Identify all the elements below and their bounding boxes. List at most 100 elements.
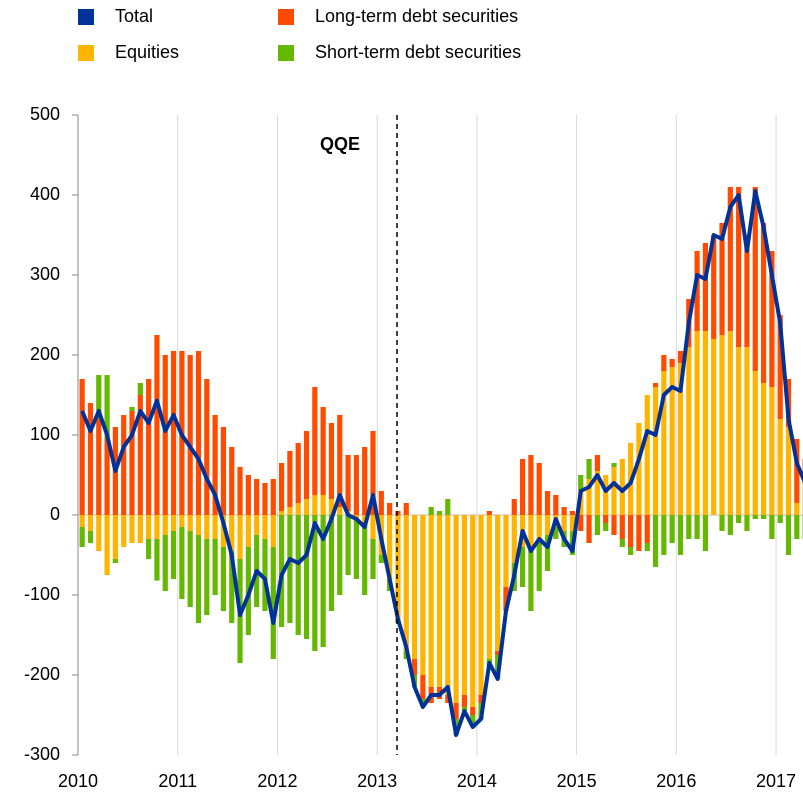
x-tick-label: 2011 (158, 771, 197, 791)
bar (652, 515, 659, 567)
bar (661, 355, 667, 371)
bar (561, 507, 567, 515)
bar (353, 455, 359, 515)
bar (711, 339, 717, 515)
bar (727, 187, 733, 331)
legend-swatch (278, 9, 294, 25)
bar (337, 507, 343, 515)
bar (179, 527, 185, 599)
bar (785, 515, 792, 555)
bar (378, 555, 384, 563)
bar (777, 419, 783, 515)
bar (445, 515, 451, 695)
bar (146, 539, 152, 559)
bar (686, 347, 692, 515)
bar (179, 515, 185, 527)
bar (486, 511, 492, 515)
bar (528, 547, 534, 611)
bar (628, 515, 634, 547)
bar (262, 483, 268, 515)
bar (146, 515, 152, 539)
bar (727, 331, 733, 515)
bar (121, 415, 127, 515)
bar (752, 515, 758, 519)
bar (677, 351, 684, 363)
bar (320, 515, 326, 647)
bar (312, 387, 318, 495)
bar (603, 475, 609, 515)
bar (561, 515, 567, 531)
bar (353, 519, 359, 579)
bar (87, 531, 94, 543)
bar (611, 463, 617, 467)
bar (262, 515, 268, 539)
bar (702, 515, 709, 551)
bar (237, 467, 243, 515)
bar (669, 359, 675, 367)
bar (744, 515, 750, 531)
bar (702, 243, 709, 331)
bar (195, 351, 202, 515)
bar (769, 387, 775, 515)
y-tick-label: 400 (30, 184, 60, 204)
bar (769, 251, 775, 387)
bar (744, 235, 750, 347)
bar (445, 695, 451, 703)
bar (495, 651, 501, 655)
bar (661, 515, 667, 555)
bar (536, 543, 542, 591)
bar (129, 411, 135, 515)
bar (586, 515, 592, 543)
y-tick-label: 0 (50, 504, 60, 524)
bar (636, 423, 642, 515)
bar (644, 395, 650, 515)
bar (154, 515, 160, 539)
bar (677, 363, 684, 515)
bar (378, 491, 384, 515)
bar (619, 539, 625, 547)
bar (79, 515, 85, 527)
bar (195, 535, 202, 623)
total-line (80, 189, 803, 737)
bar (146, 379, 152, 515)
bar (428, 515, 434, 687)
bar (212, 515, 218, 539)
bar (420, 515, 426, 675)
bar (760, 383, 767, 515)
bar (694, 331, 700, 515)
bar (245, 475, 251, 515)
bar (785, 427, 792, 515)
bar (87, 515, 94, 531)
bar (411, 659, 418, 675)
bar (229, 515, 235, 551)
plot (72, 114, 803, 756)
bar (736, 347, 742, 515)
bar (661, 371, 667, 515)
bar (611, 515, 617, 535)
legend-label: Short-term debt securities (315, 42, 521, 62)
bar (362, 447, 368, 515)
y-tick-label: -100 (24, 584, 60, 604)
bar (245, 515, 251, 547)
bar (553, 527, 559, 539)
bar (461, 707, 468, 711)
bar (121, 515, 127, 547)
bar (328, 515, 335, 611)
bar (694, 251, 700, 331)
bar (777, 315, 783, 419)
bar (694, 515, 700, 539)
bar (345, 515, 351, 575)
bar (162, 535, 168, 591)
bar (669, 367, 675, 515)
y-tick-label: 300 (30, 264, 60, 284)
bar (628, 547, 634, 555)
bar (137, 515, 143, 543)
bar (129, 515, 135, 543)
bar (170, 531, 177, 579)
bar (760, 515, 767, 519)
bar (295, 503, 301, 515)
bar (270, 547, 276, 659)
bar (87, 403, 94, 515)
bar (204, 515, 210, 539)
bar (411, 515, 418, 659)
